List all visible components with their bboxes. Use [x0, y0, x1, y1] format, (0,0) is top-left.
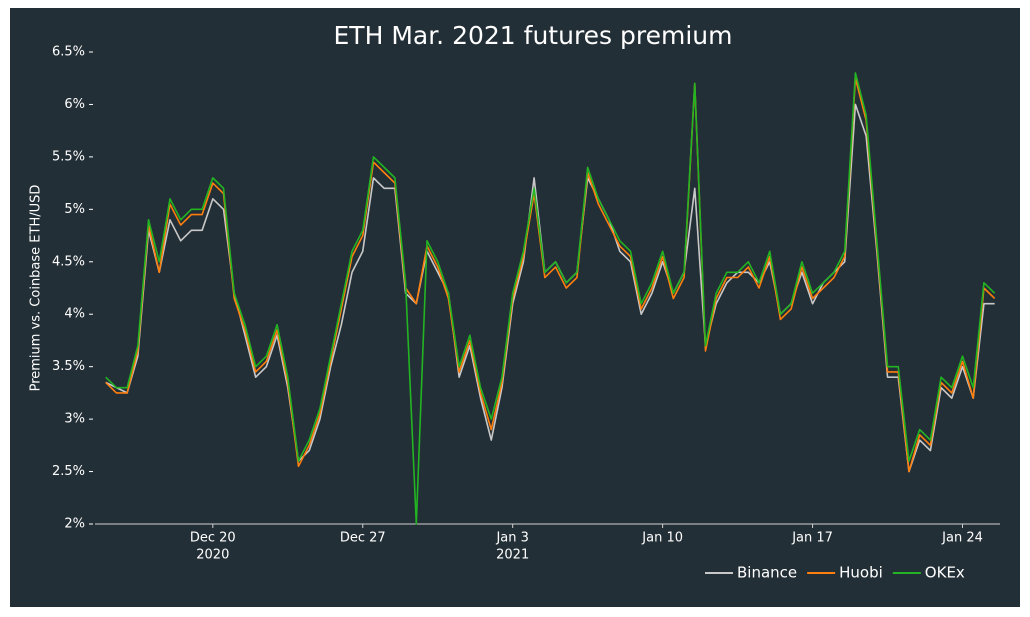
y-tick-label: 4.5% [52, 254, 85, 269]
y-tick-label: 4% [64, 307, 85, 322]
y-tick-label: 5.5% [52, 149, 85, 164]
y-axis-title: Premium vs. Coinbase ETH/USD [29, 185, 44, 392]
y-tick-label: 5% [64, 202, 85, 217]
y-tick-label: 3% [64, 412, 85, 427]
x-tick-label: Jan 17 [791, 531, 833, 546]
x-tick-label: Jan 10 [641, 531, 683, 546]
legend-label: OKEx [925, 564, 965, 582]
y-tick-label: 2.5% [52, 464, 85, 479]
y-tick-label: 6% [64, 97, 85, 112]
x-tick-label: Dec 20 [190, 531, 236, 546]
background [10, 8, 1020, 607]
chart-title: ETH Mar. 2021 futures premium [334, 21, 733, 50]
x-tick-label: Dec 27 [340, 531, 386, 546]
x-tick-label: Jan 24 [941, 531, 983, 546]
y-tick-label: 2% [64, 517, 85, 532]
legend-label: Binance [737, 564, 797, 582]
y-tick-label: 6.5% [52, 45, 85, 60]
series-line [105, 72, 996, 525]
x-tick-sublabel: 2020 [196, 548, 229, 563]
y-tick-label: 3.5% [52, 359, 85, 374]
x-tick-label: Jan 3 [495, 531, 528, 546]
x-tick-sublabel: 2021 [496, 548, 529, 563]
legend-label: Huobi [839, 564, 883, 582]
